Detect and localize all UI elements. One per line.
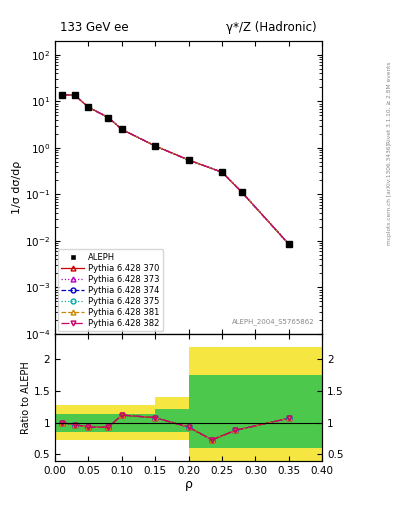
Y-axis label: Ratio to ALEPH: Ratio to ALEPH: [21, 361, 31, 434]
Text: Rivet 3.1.10, ≥ 2.8M events: Rivet 3.1.10, ≥ 2.8M events: [387, 61, 392, 144]
Text: γ*/Z (Hadronic): γ*/Z (Hadronic): [226, 20, 317, 34]
Text: ALEPH_2004_S5765862: ALEPH_2004_S5765862: [231, 318, 314, 325]
Y-axis label: 1/σ dσ/dρ: 1/σ dσ/dρ: [12, 161, 22, 214]
Legend: ALEPH, Pythia 6.428 370, Pythia 6.428 373, Pythia 6.428 374, Pythia 6.428 375, P: ALEPH, Pythia 6.428 370, Pythia 6.428 37…: [57, 249, 163, 331]
Text: mcplots.cern.ch [arXiv:1306.3436]: mcplots.cern.ch [arXiv:1306.3436]: [387, 144, 392, 245]
Text: 133 GeV ee: 133 GeV ee: [61, 20, 129, 34]
X-axis label: ρ: ρ: [185, 478, 193, 492]
